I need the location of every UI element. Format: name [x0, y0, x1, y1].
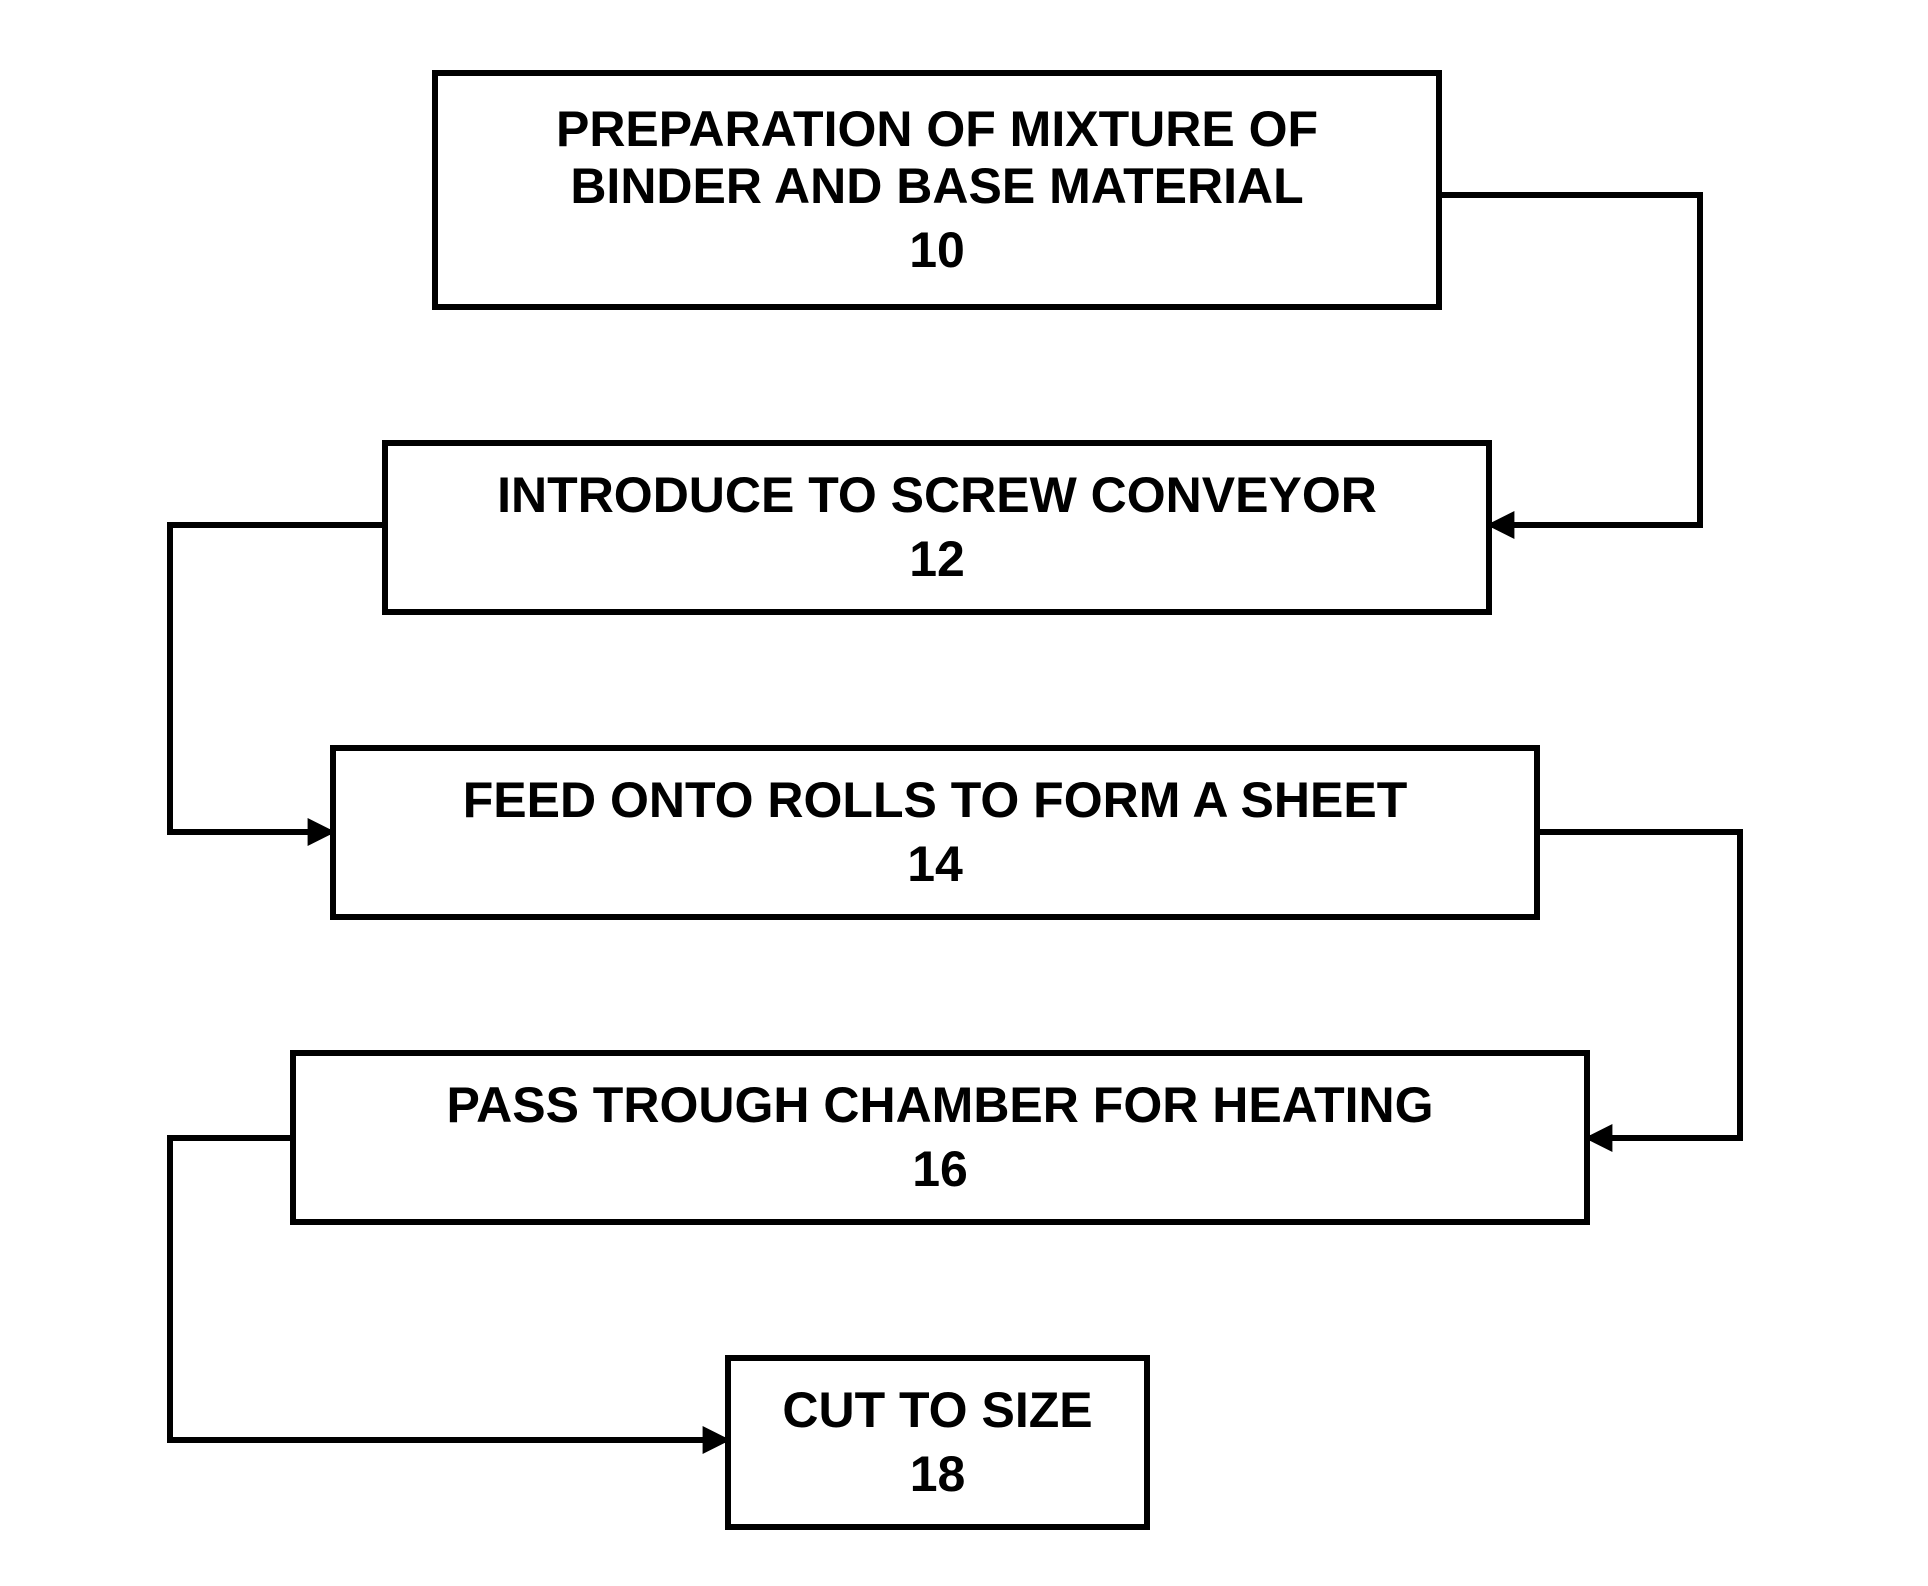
flowchart-node-n12: INTRODUCE TO SCREW CONVEYOR 12	[382, 440, 1492, 615]
node-label: INTRODUCE TO SCREW CONVEYOR	[497, 467, 1377, 525]
node-number: 18	[910, 1446, 966, 1504]
node-label: FEED ONTO ROLLS TO FORM A SHEET	[463, 772, 1407, 830]
flowchart-canvas: PREPARATION OF MIXTURE OF BINDER AND BAS…	[0, 0, 1928, 1586]
flowchart-node-n14: FEED ONTO ROLLS TO FORM A SHEET 14	[330, 745, 1540, 920]
node-label: PASS TROUGH CHAMBER FOR HEATING	[446, 1077, 1433, 1135]
node-number: 12	[909, 531, 965, 589]
flowchart-node-n16: PASS TROUGH CHAMBER FOR HEATING 16	[290, 1050, 1590, 1225]
node-label: CUT TO SIZE	[782, 1382, 1092, 1440]
flowchart-node-n10: PREPARATION OF MIXTURE OF BINDER AND BAS…	[432, 70, 1442, 310]
node-number: 10	[909, 222, 965, 280]
node-number: 14	[907, 836, 963, 894]
node-number: 16	[912, 1141, 968, 1199]
node-label: PREPARATION OF MIXTURE OF BINDER AND BAS…	[556, 101, 1318, 216]
flowchart-node-n18: CUT TO SIZE 18	[725, 1355, 1150, 1530]
